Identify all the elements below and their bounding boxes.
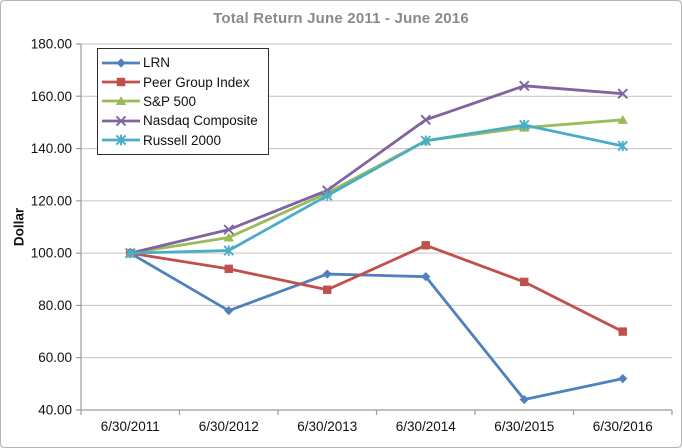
data-point-russell-2000 [518,119,530,131]
data-point-russell-2000 [420,135,432,147]
data-point-peer-group-index [323,285,332,294]
data-point-lrn [322,269,332,279]
y-tick-label: 140.00 [31,141,72,156]
series-russell-2000 [124,119,629,259]
data-point-s-p-500 [617,115,628,124]
data-point-lrn [224,306,234,316]
series-line-peer-group-index [128,243,625,333]
legend-label-peer-group-index: Peer Group Index [143,74,250,90]
legend-item-russell-2000: Russell 2000 [101,131,268,150]
x-tick-label: 6/30/2013 [297,419,357,434]
series-line-russell-2000 [128,123,625,255]
y-tick-label: 160.00 [31,89,72,104]
legend-item-lrn: LRN [101,53,268,72]
y-tick-label: 100.00 [31,246,72,261]
data-point-lrn [618,374,628,384]
legend-item-peer-group-index: Peer Group Index [101,73,268,92]
legend: LRN Peer Group Index S&P 500 Nasdaq Comp… [97,48,269,155]
data-point-lrn [421,272,431,282]
legend-label-lrn: LRN [143,55,171,71]
y-tick-label: 120.00 [31,193,72,208]
x-tick-label: 6/30/2016 [593,419,653,434]
data-point-lrn [519,394,529,405]
data-point-nasdaq-composite [223,224,235,235]
legend-swatch-sp-500 [102,96,140,106]
legend-marker-asterisk [115,134,127,146]
chart-title: Total Return June 2011 - June 2016 [213,10,469,27]
legend-item-sp-500: S&P 500 [101,92,268,111]
legend-marker-x [115,115,127,127]
legend-label-russell-2000: Russell 2000 [143,132,222,148]
data-point-peer-group-index [520,277,529,287]
data-point-nasdaq-composite [518,80,530,92]
legend-swatch-nasdaq-composite [102,115,140,127]
legend-swatch-lrn [102,58,140,68]
data-point-peer-group-index [618,327,627,336]
data-point-russell-2000 [124,247,136,259]
y-tick-label: 80.00 [38,298,72,313]
series-peer-group-index [126,241,627,336]
legend-label-nasdaq-composite: Nasdaq Composite [143,113,258,129]
x-tick-label: 6/30/2011 [101,419,160,434]
y-tick-label: 40.00 [38,403,72,418]
data-point-s-p-500 [223,232,234,242]
legend-marker-square [116,77,126,87]
legend-item-nasdaq-composite: Nasdaq Composite [101,111,268,130]
data-point-nasdaq-composite [617,88,629,99]
legend-swatch-russell-2000 [102,134,140,146]
x-tick-label: 6/30/2014 [396,419,457,434]
data-point-russell-2000 [223,245,235,256]
data-point-russell-2000 [617,140,629,152]
legend-marker-triangle [115,96,127,106]
y-tick-label: 60.00 [38,350,72,365]
series-line-nasdaq-composite [128,84,625,255]
series-lrn [125,248,628,405]
data-point-peer-group-index [224,264,233,274]
data-point-russell-2000 [321,190,333,201]
data-point-peer-group-index [421,241,430,250]
x-tick-label: 6/30/2015 [494,419,554,434]
x-tick-label: 6/30/2012 [199,419,259,434]
legend-marker-diamond [116,58,126,68]
data-point-nasdaq-composite [420,114,432,126]
legend-label-sp-500: S&P 500 [143,93,197,109]
legend-swatch-peer-group-index [102,77,140,87]
y-tick-label: 180.00 [31,37,72,52]
series-line-lrn [128,251,625,401]
